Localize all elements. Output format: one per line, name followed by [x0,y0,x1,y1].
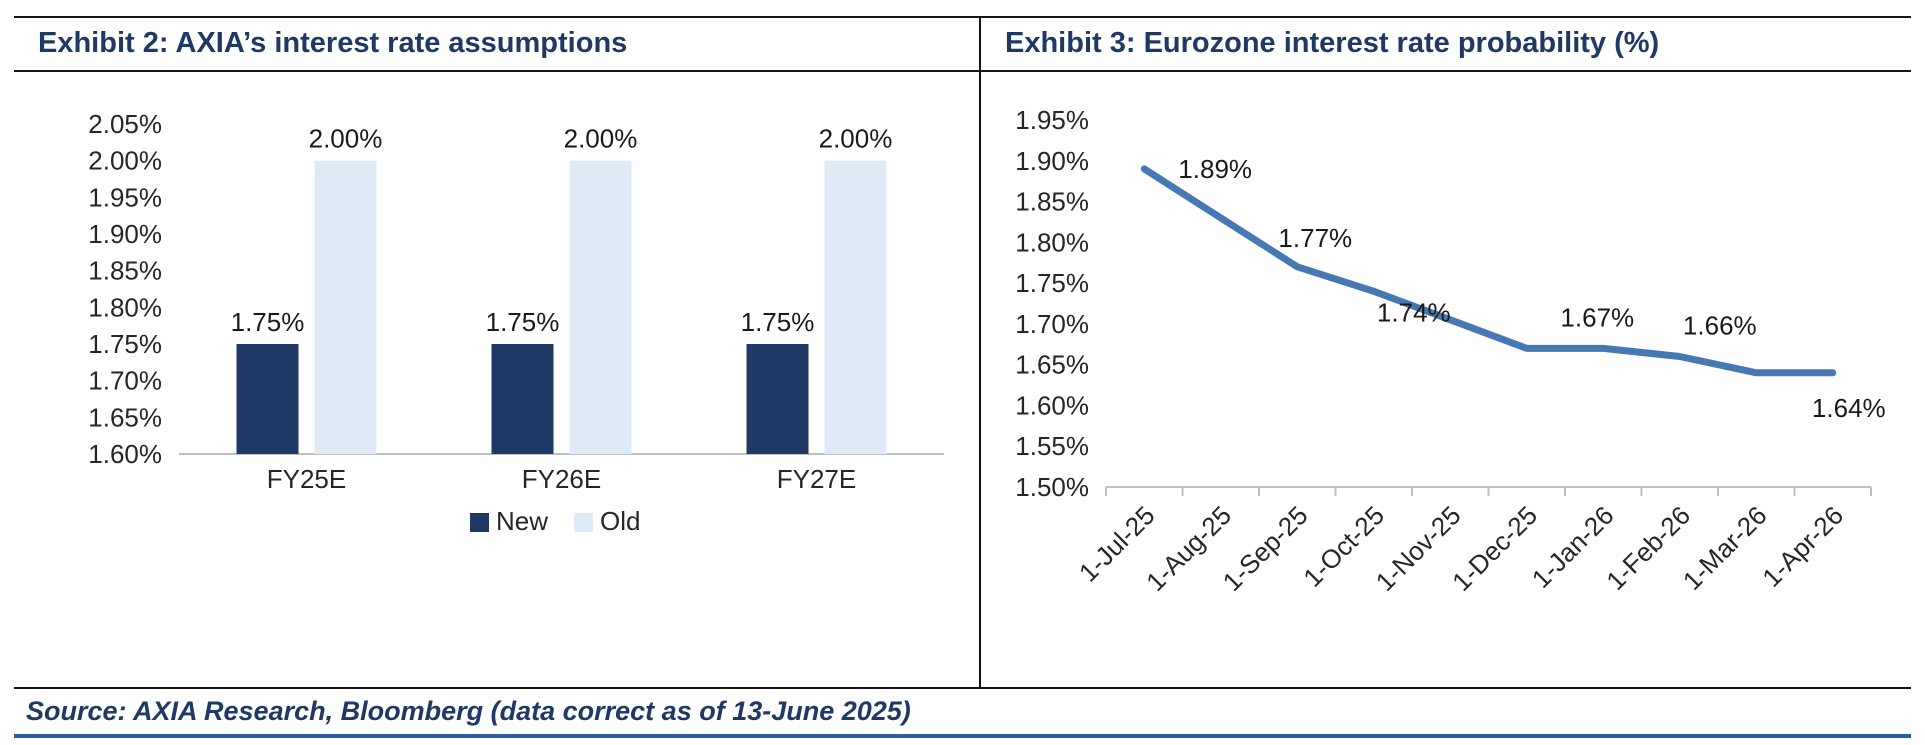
y-axis-tick-label: 1.95% [88,182,162,212]
bar-data-label: 2.00% [309,124,383,154]
y-axis-tick-label: 1.60% [88,439,162,469]
y-axis-tick-label: 1.75% [1015,268,1089,298]
y-axis-tick-label: 1.80% [88,292,162,322]
bar-new-FY25E [236,344,299,454]
y-axis-tick-label: 1.65% [1015,350,1089,380]
y-axis-tick-label: 2.05% [88,109,162,139]
y-axis-tick-label: 1.95% [1015,105,1089,135]
line-chart-svg: 1.50% 1.55% 1.60% 1.65% 1.70% 1.75% 1.80% 1.85%… [1015,105,1886,597]
exhibit3-header: Exhibit 3: Eurozone interest rate probab… [981,16,1911,72]
legend-swatch-new [470,513,489,532]
y-axis-tick-label: 1.80% [1015,227,1089,257]
bar-data-label: 1.75% [231,307,305,337]
line-data-label: 1.74% [1377,297,1451,327]
bar-old-FY27E [824,160,887,454]
exhibit3-line-chart: 1.50% 1.55% 1.60% 1.65% 1.70% 1.75% 1.80% 1.85%… [981,72,1911,687]
bar-old-FY26E [569,160,632,454]
y-axis-tick-label: 1.70% [1015,309,1089,339]
footer-blue-rule [14,734,1911,738]
panel-divider [979,16,981,687]
line-data-label: 1.77% [1278,223,1352,253]
x-axis-category-label: FY26E [522,464,602,494]
y-axis-tick-label: 1.70% [88,366,162,396]
legend-label-old: Old [600,506,640,536]
x-axis-date-label: 1-Apr-26 [1756,500,1849,593]
line-data-label: 1.64% [1812,393,1886,423]
y-axis-tick-label: 1.50% [1015,472,1089,502]
bar-new-FY26E [491,344,554,454]
y-axis-tick-label: 1.85% [88,256,162,286]
x-axis-date-label: 1-Sep-25 [1217,500,1314,597]
line-data-label: 1.89% [1178,154,1252,184]
y-axis-tick-label: 1.60% [1015,390,1089,420]
y-axis-tick-label: 1.75% [88,329,162,359]
x-axis-date-label: 1-Feb-26 [1600,500,1696,596]
x-axis-date-label: 1-Mar-26 [1677,500,1773,596]
legend-label-new: New [496,506,548,536]
exhibit2-panel: Exhibit 2: AXIA’s interest rate assumpti… [14,16,979,687]
bar-new-FY27E [746,344,809,454]
bar-data-label: 2.00% [564,124,638,154]
y-axis-tick-label: 1.90% [1015,146,1089,176]
bar-chart-svg: 1.60% 1.65% 1.70% 1.75% 1.80% 1.85% 1.90% 1.95%… [88,109,944,536]
footer-top-rule [14,687,1911,689]
x-axis-date-label: 1-Dec-25 [1446,500,1543,597]
exhibit2-header: Exhibit 2: AXIA’s interest rate assumpti… [14,16,979,72]
bar-old-FY25E [314,160,377,454]
exhibit2-bar-chart: 1.60% 1.65% 1.70% 1.75% 1.80% 1.85% 1.90% 1.95%… [14,72,979,687]
y-axis-tick-label: 2.00% [88,146,162,176]
x-axis-category-label: FY27E [777,464,857,494]
y-axis-tick-label: 1.55% [1015,431,1089,461]
line-data-label: 1.66% [1683,311,1757,341]
source-note: Source: AXIA Research, Bloomberg (data c… [26,696,911,726]
exhibit3-panel: Exhibit 3: Eurozone interest rate probab… [981,16,1911,687]
line-data-label: 1.67% [1560,302,1634,332]
exhibit3-title: Exhibit 3: Eurozone interest rate probab… [1005,27,1660,59]
page-footer: Source: AXIA Research, Bloomberg (data c… [14,687,1911,738]
bar-data-label: 1.75% [486,307,560,337]
y-axis-tick-label: 1.90% [88,219,162,249]
x-axis-category-label: FY25E [267,464,347,494]
legend-swatch-old [574,513,593,532]
y-axis-tick-label: 1.85% [1015,187,1089,217]
exhibit-panels: Exhibit 2: AXIA’s interest rate assumpti… [14,16,1911,687]
y-axis-tick-label: 1.65% [88,402,162,432]
interest-rate-line [1140,165,1837,377]
bar-data-label: 2.00% [819,124,893,154]
bar-data-label: 1.75% [741,307,815,337]
exhibit2-title: Exhibit 2: AXIA’s interest rate assumpti… [38,27,628,59]
